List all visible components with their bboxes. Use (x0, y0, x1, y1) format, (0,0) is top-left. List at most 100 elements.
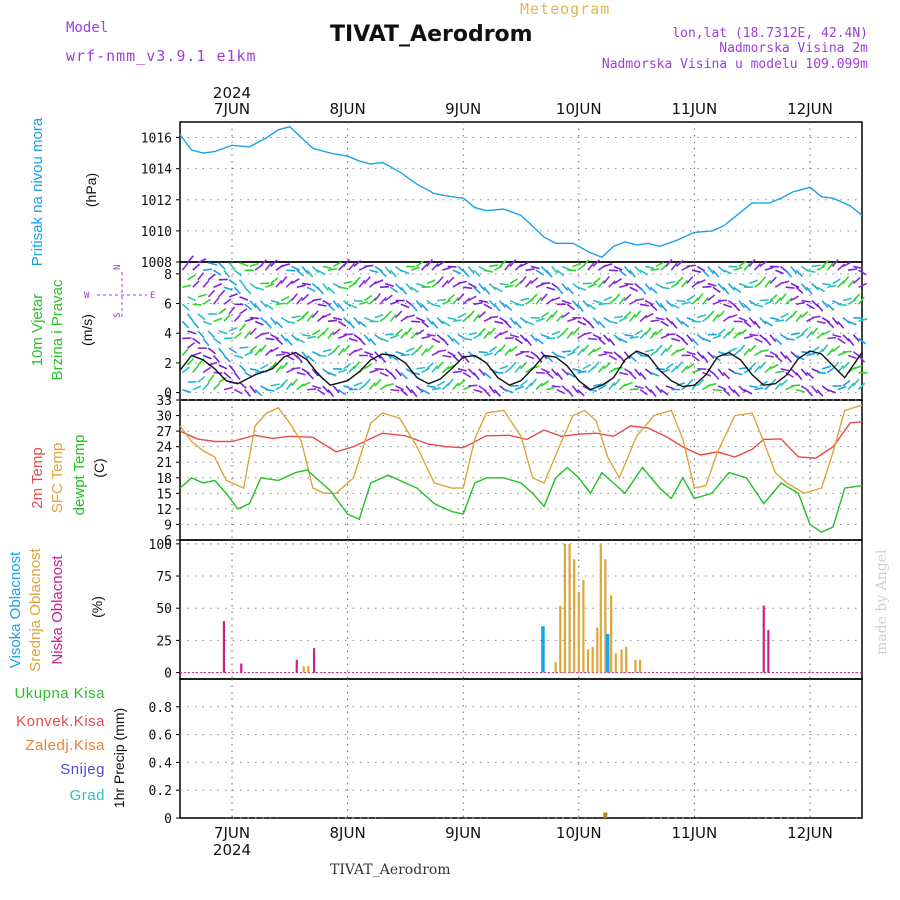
wind-barb (676, 347, 686, 353)
y-tick-label-wind: 8 (164, 268, 172, 283)
wind-barb (545, 314, 554, 322)
wind-barb (416, 366, 426, 370)
wind-barb (660, 286, 670, 290)
wind-barb (592, 259, 600, 267)
wind-barb (181, 348, 189, 357)
wind-barb (239, 261, 249, 267)
wind-barb (837, 263, 845, 271)
x-year-label-bottom: 2024 (213, 841, 251, 859)
wind-barb (624, 333, 634, 337)
wind-barb (665, 385, 675, 390)
wind-barb (426, 317, 434, 326)
wind-barb (291, 278, 300, 285)
wind-barb (197, 272, 205, 281)
wind-barb (286, 269, 296, 272)
wind-barb (805, 330, 813, 339)
wind-barb (561, 350, 572, 353)
wind-barb (353, 361, 361, 370)
wind-barb (181, 303, 190, 311)
wind-barb (472, 313, 480, 322)
wind-barb (192, 263, 201, 271)
wind-barb (233, 286, 242, 295)
wind-barb (259, 344, 267, 353)
wind-barb (535, 282, 545, 288)
wind-barb (197, 375, 206, 383)
wind-barb (743, 303, 751, 312)
wind-barb (218, 262, 226, 270)
wind-barb (785, 297, 793, 305)
wind-barb (733, 303, 741, 312)
wind-barb (400, 269, 410, 275)
wind-barb (192, 280, 200, 288)
wind-barb (566, 351, 576, 357)
wind-barb (831, 361, 840, 370)
wind-barb (343, 299, 351, 308)
wind-barb (587, 283, 597, 288)
wind-barb (322, 312, 332, 319)
wind-barb (514, 385, 524, 391)
wind-barb (816, 348, 824, 357)
wind-barb (608, 280, 616, 288)
wind-barb (410, 303, 418, 312)
wind-barb (686, 264, 696, 268)
wind-barb (285, 337, 293, 346)
wind-barb (577, 348, 585, 357)
wind-barb (629, 269, 636, 278)
wind-barb (608, 320, 618, 325)
wind-barb (442, 266, 452, 271)
wind-barb (681, 337, 689, 346)
wind-barb (519, 276, 527, 285)
wind-barb (337, 388, 347, 396)
wind-barb (504, 348, 512, 357)
wind-barb (431, 320, 439, 329)
wind-barb (395, 385, 405, 391)
wind-barb (270, 383, 280, 387)
wind-barb (368, 297, 377, 305)
wind-barb (624, 282, 634, 286)
wind-barb (478, 368, 486, 377)
wind-barb (592, 361, 600, 370)
y-tick-label-temperature: 27 (156, 425, 172, 440)
wind-barb (447, 265, 457, 268)
wind-barb (587, 388, 598, 392)
wind-barb (738, 329, 747, 336)
wind-barb (722, 389, 731, 397)
wind-barb (379, 354, 387, 364)
wind-barb (446, 378, 454, 387)
wind-barb (649, 389, 657, 398)
wind-barb (759, 260, 768, 268)
wind-barb (415, 344, 423, 353)
wind-barb (613, 366, 624, 370)
wind-barb (254, 389, 263, 397)
wind-barb (561, 311, 570, 319)
wind-barb (785, 337, 795, 341)
wind-barb (197, 258, 207, 264)
wind-barb (504, 320, 512, 329)
wind-barb (774, 354, 783, 363)
wind-barb (717, 368, 725, 377)
wind-barb (436, 380, 446, 387)
wind-barb (795, 313, 803, 322)
wind-barb (509, 345, 518, 353)
wind-barb (644, 312, 654, 319)
wind-barb (431, 263, 439, 271)
wind-barb (571, 300, 580, 308)
wind-barb (551, 296, 561, 302)
wind-barb (207, 273, 216, 281)
wind-barb (842, 261, 852, 268)
cloud-mid-title: Srednja Oblacnost (27, 547, 44, 671)
wind-barb (488, 346, 498, 353)
wind-barb (535, 354, 543, 363)
wind-barb (670, 303, 680, 309)
coords-label: lon,lat (18.7312E, 42.4N) (672, 26, 868, 41)
precip-bar (603, 812, 608, 818)
wind-barb (623, 310, 632, 319)
wind-barb (468, 332, 478, 336)
wind-barb (619, 284, 629, 289)
wind-barb (733, 371, 743, 376)
wind-barb (478, 350, 488, 354)
wind-barb (207, 330, 215, 339)
wind-barb (842, 297, 852, 302)
wind-barb (545, 371, 554, 379)
wind-barb (275, 279, 283, 288)
